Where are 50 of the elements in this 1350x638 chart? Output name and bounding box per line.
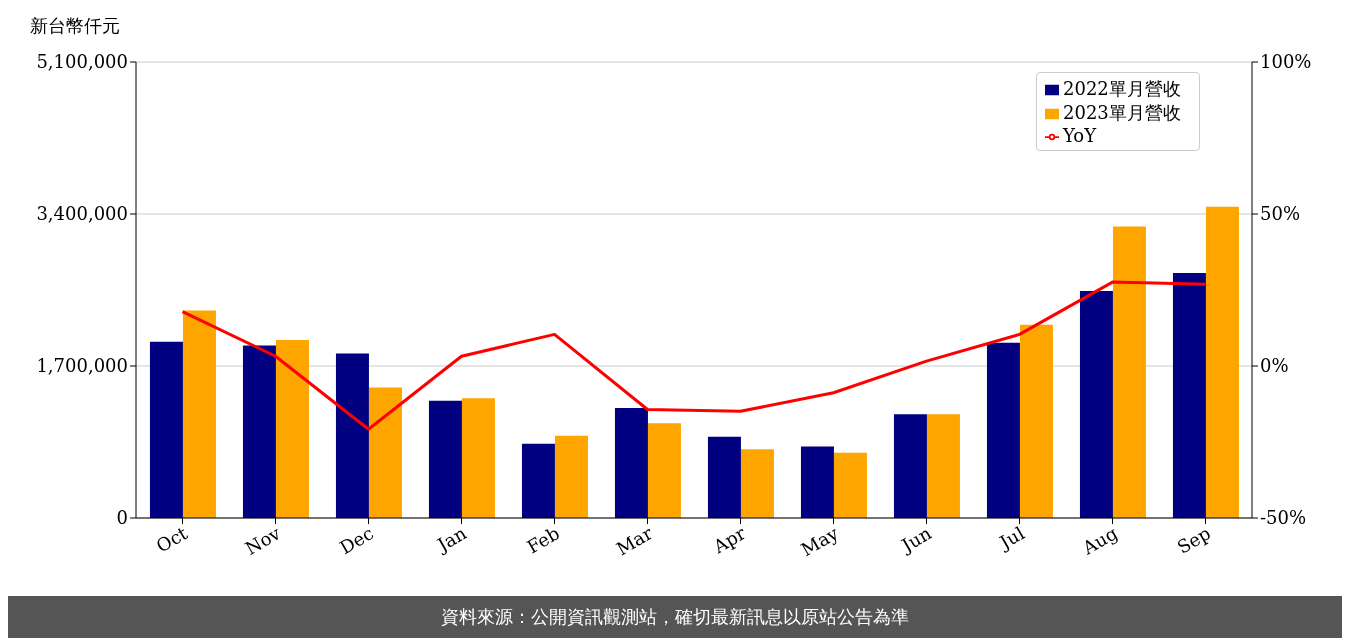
bar (428, 400, 462, 518)
bar (1205, 206, 1239, 518)
bar (461, 398, 495, 518)
bar (614, 408, 648, 518)
bar (1019, 324, 1053, 518)
x-tick-label: Mar (612, 522, 657, 560)
y-tick-label: 5,100,000 (36, 51, 128, 73)
bar (149, 341, 183, 518)
bar (275, 340, 309, 518)
x-tick-label: Sep (1173, 522, 1214, 558)
bar (182, 310, 216, 518)
bar (926, 414, 960, 518)
x-tick-label: Feb (523, 522, 563, 558)
x-tick-label: Aug (1078, 522, 1121, 560)
bar (242, 345, 276, 518)
x-tick-label: Jun (896, 522, 936, 557)
x-tick-label: Dec (335, 522, 377, 559)
x-tick-label: Nov (241, 521, 285, 559)
bar (368, 387, 402, 518)
bar (833, 452, 867, 518)
bar (521, 443, 555, 518)
bar (986, 342, 1020, 518)
bar (740, 449, 774, 518)
x-tick-label: Apr (708, 522, 750, 558)
x-tick-label: May (797, 521, 843, 561)
y-tick-label: 1,700,000 (36, 355, 128, 377)
y2-tick-label: 0% (1260, 355, 1289, 377)
source-note: 資料來源：公開資訊觀測站，確切最新訊息以原站公告為準 (441, 606, 909, 627)
y-axis-title: 新台幣仟元 (29, 14, 121, 38)
bar (1112, 226, 1146, 518)
bar (1172, 273, 1206, 518)
bar (893, 414, 927, 518)
y-tick-label: 0 (116, 507, 128, 529)
bar (800, 446, 834, 518)
line-series (181, 280, 1207, 431)
legend-label: 2023單月營收 (1063, 102, 1181, 123)
x-tick-label: Jan (432, 522, 471, 557)
x-tick-label: Jul (994, 522, 1029, 554)
legend-label: 2022單月營收 (1063, 78, 1181, 99)
bar (647, 423, 681, 518)
bar (335, 353, 369, 518)
y2-tick-label: -50% (1260, 507, 1307, 529)
y2-tick-label: 100% (1260, 51, 1312, 73)
bar (707, 436, 741, 518)
legend-label: YoY (1063, 125, 1097, 146)
y-tick-label: 3,400,000 (36, 203, 128, 225)
bar (1079, 290, 1113, 518)
bar (554, 435, 588, 518)
x-tick-label: Oct (152, 521, 192, 557)
y2-tick-label: 50% (1260, 203, 1301, 225)
